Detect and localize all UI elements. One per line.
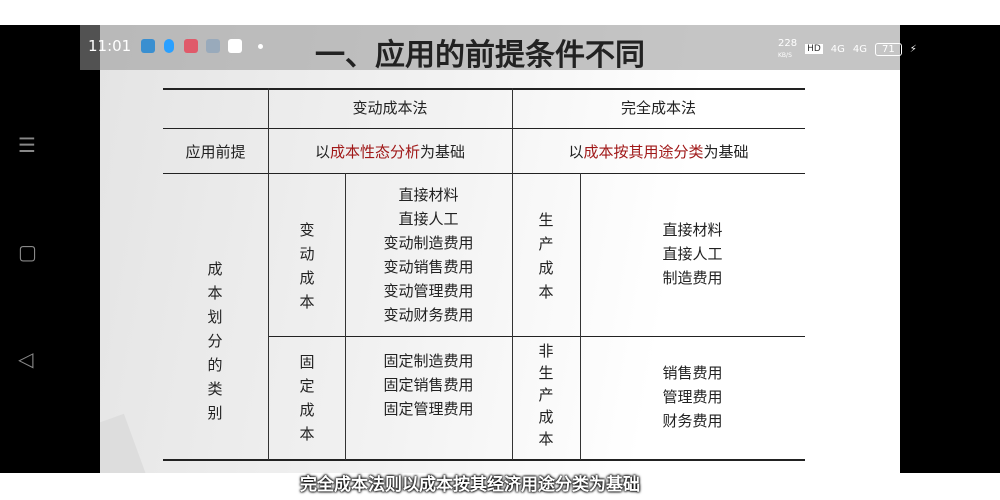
signal-icon: 4G bbox=[852, 43, 868, 55]
dot-icon bbox=[258, 44, 263, 49]
left-black-bar bbox=[0, 25, 100, 473]
header-variable-costing: 变动成本法 bbox=[352, 99, 428, 117]
header-absorption-costing: 完全成本法 bbox=[620, 99, 696, 117]
menu-icon[interactable]: ☰ bbox=[18, 133, 36, 157]
hd-icon: HD bbox=[805, 44, 823, 54]
slide-title: 一、应用的前提条件不同 bbox=[315, 38, 645, 73]
fixed-cost-label: 固定成本 bbox=[299, 353, 315, 443]
signal-icon: 4G bbox=[830, 43, 845, 55]
premise-variable: 以成本性态分析为基础 bbox=[314, 143, 466, 161]
status-right: 228 KB/S HD 4G 4G 71 ⚡ bbox=[778, 38, 917, 60]
app-icon bbox=[206, 39, 220, 53]
production-cost-items: 直接材料 直接人工 制造费用 bbox=[662, 221, 723, 287]
variable-cost-label: 变动成本 bbox=[299, 221, 315, 311]
back-icon[interactable]: ◁ bbox=[18, 347, 34, 371]
app-icon bbox=[228, 39, 242, 53]
variable-cost-items: 直接材料 直接人工 变动制造费用 变动销售费用 变动管理费用 变动财务费用 bbox=[383, 186, 474, 324]
right-black-bar bbox=[900, 25, 1000, 473]
status-time: 11:01 bbox=[88, 37, 132, 55]
category-label: 成本划分的类别 bbox=[207, 260, 223, 422]
fixed-cost-items: 固定制造费用 固定销售费用 固定管理费用 bbox=[383, 352, 474, 418]
app-icon bbox=[141, 39, 155, 53]
home-icon[interactable]: ▢ bbox=[18, 240, 37, 264]
non-production-cost-items: 销售费用 管理费用 财务费用 bbox=[662, 364, 723, 430]
slide bbox=[100, 25, 900, 473]
app-icon bbox=[184, 39, 198, 53]
battery-icon: 71 bbox=[875, 42, 902, 56]
production-cost-label: 生产成本 bbox=[538, 211, 554, 301]
premise-absorption: 以成本按其用途分类为基础 bbox=[568, 143, 749, 161]
non-production-cost-label: 非生产成本 bbox=[538, 342, 554, 448]
corner-decoration bbox=[100, 413, 152, 473]
charging-icon: ⚡ bbox=[909, 43, 917, 55]
video-subtitle: 完全成本法则以成本按其经济用途分类为基础 bbox=[300, 475, 640, 495]
app-icon bbox=[164, 39, 174, 53]
premise-label: 应用前提 bbox=[185, 143, 246, 161]
net-speed: 228 KB/S bbox=[778, 38, 798, 59]
